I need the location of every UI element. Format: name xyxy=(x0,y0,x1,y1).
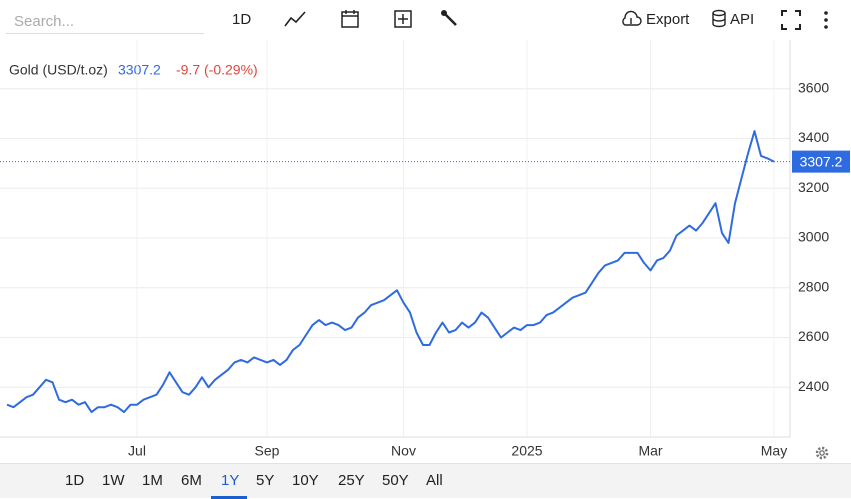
range-button[interactable]: 1W xyxy=(102,472,125,489)
api-button[interactable]: API xyxy=(730,11,755,28)
last-price-badge xyxy=(792,150,850,173)
range-button[interactable]: 50Y xyxy=(382,472,409,489)
range-button[interactable]: 1Y xyxy=(221,472,240,489)
api-icon[interactable] xyxy=(711,9,727,29)
x-tick-label: Mar xyxy=(638,443,662,459)
x-tick-label: Nov xyxy=(391,443,416,459)
range-button[interactable]: 5Y xyxy=(256,472,275,489)
line-icon[interactable] xyxy=(284,10,306,28)
fullscreen-icon[interactable] xyxy=(781,10,801,30)
legend-price: 3307.2 xyxy=(118,62,161,78)
legend-change: -9.7 (-0.29%) xyxy=(176,62,258,78)
x-tick-label: Sep xyxy=(255,443,280,459)
range-button[interactable]: 1D xyxy=(65,472,85,489)
range-bar: 1D 1W 1M 6M 1Y 5Y 10Y 25Y 50Y All xyxy=(0,446,851,499)
price-line xyxy=(6,130,775,414)
menu-icon[interactable] xyxy=(822,10,830,30)
y-tick-label: 2600 xyxy=(798,328,829,344)
x-tick-label: May xyxy=(761,443,787,459)
range-button[interactable]: 1M xyxy=(142,472,163,489)
gear-icon[interactable] xyxy=(813,444,831,462)
range-button[interactable]: All xyxy=(426,472,443,489)
legend-name: Gold (USD/t.oz) xyxy=(9,62,108,78)
range-button[interactable]: 6M xyxy=(181,472,202,489)
last-price-label: 3307.2 xyxy=(800,153,843,169)
search-box[interactable]: Search... xyxy=(6,8,204,34)
add-icon[interactable] xyxy=(393,9,413,29)
y-tick-label: 3000 xyxy=(798,229,829,245)
y-tick-label: 2400 xyxy=(798,378,829,394)
y-tick-label: 3400 xyxy=(798,129,829,145)
x-tick-label: 2025 xyxy=(511,443,542,459)
calendar-icon[interactable] xyxy=(340,9,360,29)
export-icon[interactable] xyxy=(619,10,643,28)
y-tick-label: 2800 xyxy=(798,278,829,294)
y-tick-label: 3600 xyxy=(798,79,829,95)
chart: Gold (USD/t.oz) 3307.2 -9.7 (-0.29%) 240… xyxy=(0,40,850,459)
interval-button[interactable]: 1D xyxy=(232,11,252,28)
x-tick-label: Jul xyxy=(128,443,146,459)
range-button[interactable]: 25Y xyxy=(338,472,365,489)
export-button[interactable]: Export xyxy=(646,11,690,28)
settings-wrench-icon[interactable] xyxy=(440,9,460,29)
range-button[interactable]: 10Y xyxy=(292,472,319,489)
y-tick-label: 3200 xyxy=(798,179,829,195)
